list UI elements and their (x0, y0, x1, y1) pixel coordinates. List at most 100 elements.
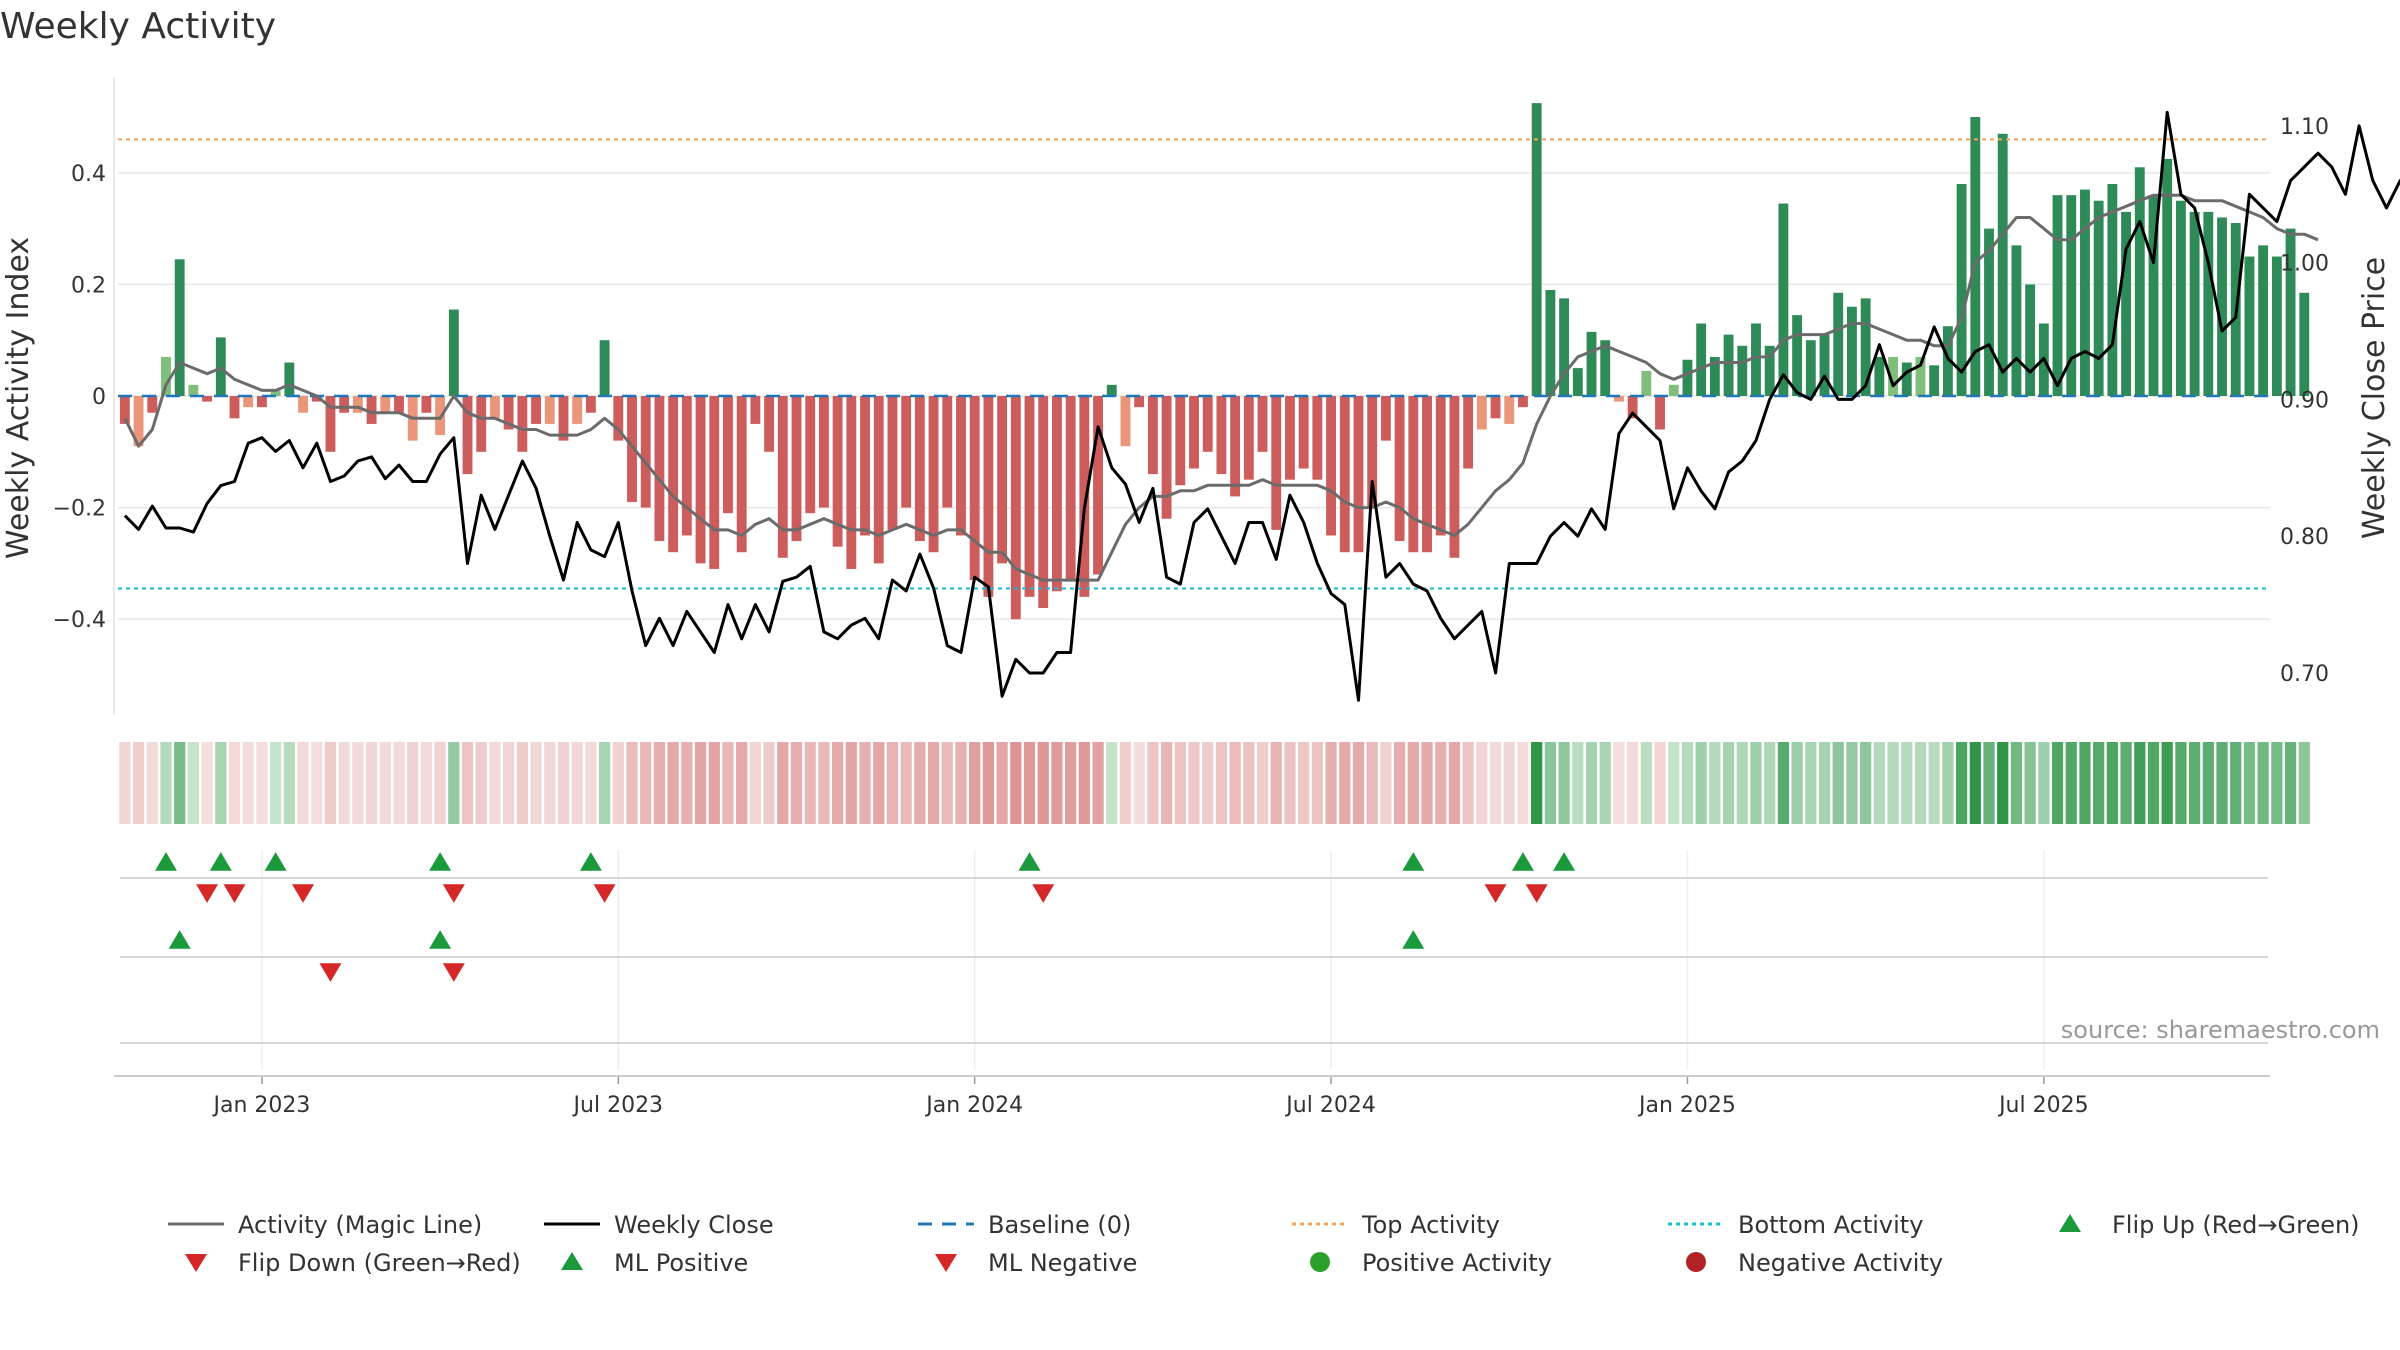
activity-bar (311, 396, 322, 402)
heat-strip-cell (1654, 742, 1666, 824)
activity-bar (2148, 195, 2159, 396)
heat-strip-cell (1393, 742, 1406, 824)
activity-bar (2189, 211, 2200, 396)
y-axis-label-right: Weekly Close Price (2357, 257, 2392, 539)
heat-strip-cell (489, 742, 501, 824)
x-tick-label: Jan 2023 (211, 1093, 310, 1118)
heat-strip-cell (448, 742, 460, 824)
heat-strip-cell (2284, 742, 2297, 824)
heat-strip-cell (1983, 742, 1995, 824)
activity-bar (1298, 396, 1309, 469)
activity-bar (1970, 117, 1981, 396)
activity-bar (901, 396, 912, 508)
heat-strip-cell (1421, 742, 1433, 824)
activity-bar (174, 259, 185, 396)
axes: 0.4 0.2 0 −0.2 −0.4 1.10 1.00 0.90 0.80 0.70 Jan 2… (53, 78, 2329, 1118)
activity-bar (1339, 396, 1350, 553)
heat-strip-cell (1160, 742, 1173, 824)
signal-markers (154, 852, 1576, 982)
activity-bar (1353, 396, 1364, 553)
flip-down-marker (593, 884, 616, 903)
heat-strip-cell (270, 742, 282, 824)
heat-strip-cell (1503, 742, 1515, 824)
x-tick-label: Jan 2024 (924, 1093, 1023, 1118)
heat-strip-cell (1695, 742, 1707, 824)
heat-strip-cell (393, 742, 405, 824)
heat-strip-cell (626, 742, 638, 824)
activity-bar (1613, 396, 1624, 402)
heat-strip-cell (777, 742, 789, 824)
activity-bar (860, 396, 870, 536)
heat-strip-cell (2202, 742, 2214, 824)
heat-strip-cell (2106, 742, 2118, 824)
flip-up-marker (1511, 852, 1534, 871)
heat-strip-cell (2134, 742, 2146, 824)
activity-bar (1531, 103, 1542, 397)
heat-strip-cell (1106, 742, 1118, 824)
x-tick-label: Jul 2023 (572, 1093, 664, 1118)
activity-bar (339, 396, 350, 413)
heat-strip-cell (1722, 742, 1735, 824)
heat-strip-cell (2175, 742, 2187, 824)
activity-bar (380, 396, 391, 413)
activity-bar (2080, 189, 2090, 396)
heat-strip-cell (2230, 742, 2242, 824)
heat-strip-cell (1311, 742, 1323, 824)
activity-bar (956, 396, 966, 536)
activity-bar (133, 396, 144, 447)
heat-strip-cell (365, 742, 378, 824)
heat-strip-cell (969, 742, 981, 824)
heat-strip-cell (1092, 742, 1104, 824)
activity-bar (1422, 396, 1432, 553)
activity-bar (668, 396, 679, 553)
heat-strip-cell (2024, 742, 2036, 824)
activity-bar (1764, 345, 1775, 396)
y-tick-right: 0.70 (2280, 662, 2329, 687)
magic-line (123, 193, 2319, 582)
heat-strip-cell (1997, 742, 2009, 824)
reference-lines (118, 138, 2270, 590)
heat-strip-cell (2161, 742, 2173, 824)
activity-bar (1874, 356, 1885, 396)
activity-bar (1956, 184, 1967, 396)
source-note: source: sharemaestro.com (2061, 1016, 2380, 1044)
activity-heat-strip (119, 742, 2310, 824)
activity-bar (202, 396, 213, 402)
activity-bar (1051, 396, 1062, 592)
heat-strip-cell (886, 742, 899, 824)
activity-bar (1847, 306, 1857, 396)
heat-strip-cell (530, 742, 542, 824)
heat-strip-cell (1133, 742, 1145, 824)
heat-strip-cell (1366, 742, 1378, 824)
heat-strip-cell (242, 742, 254, 824)
heat-strip-cell (1256, 742, 1269, 824)
activity-bar (1024, 396, 1035, 597)
activity-bar (764, 396, 775, 452)
heat-strip-cell (187, 742, 200, 824)
activity-bar (585, 396, 596, 413)
activity-bar (1929, 365, 1940, 396)
legend-swatch-flip-up (2059, 1214, 2081, 1232)
heat-strip-cell (708, 742, 720, 824)
flip-down-marker (292, 884, 315, 903)
activity-bar (1942, 326, 1953, 396)
activity-bar (2244, 256, 2255, 396)
heat-strip-cell (1174, 742, 1186, 824)
flip-up-marker (579, 852, 602, 871)
activity-bar (188, 384, 199, 396)
activity-bar (531, 396, 541, 424)
heat-strip-cell (2216, 742, 2228, 824)
activity-bar (1860, 298, 1871, 396)
legend-swatch-positive-activity (1310, 1252, 1330, 1272)
y-axis-label-left: Weekly Activity Index (1, 237, 36, 559)
heat-strip-cell (914, 742, 926, 824)
activity-bar (147, 396, 158, 413)
activity-bar (942, 396, 953, 508)
heat-strip-cell (955, 742, 967, 824)
heat-strip-cell (653, 742, 666, 824)
heat-strip-cell (1380, 742, 1392, 824)
activity-bar (1449, 396, 1460, 558)
activity-bar (654, 396, 665, 542)
activity-bar (243, 396, 254, 408)
heat-strip-cell (1531, 742, 1543, 824)
